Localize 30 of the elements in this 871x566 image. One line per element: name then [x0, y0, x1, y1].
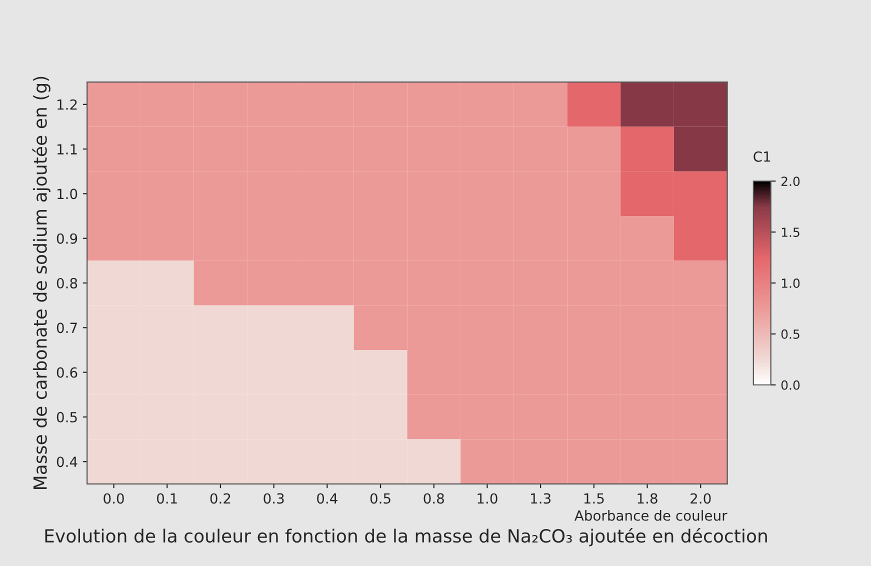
x-tick-label: 1.5	[584, 493, 604, 504]
y-tick-label: 0.4	[56, 456, 78, 468]
color-bar-label: 1.0	[782, 278, 800, 288]
x-tick-label: 0.2	[210, 493, 230, 504]
x-tick-label: 0.3	[264, 493, 284, 504]
x-tick-label: 0.5	[370, 493, 390, 504]
color-bar-label: 2.0	[781, 176, 800, 186]
x-tick-label: 0.0	[104, 493, 124, 504]
y-tick-label: 0.9	[56, 233, 78, 244]
x-tick-label: 0.1	[156, 493, 177, 504]
y-tick-label: 1.2	[58, 99, 77, 110]
y-tick-label: 1.1	[58, 144, 77, 154]
color-bar-label: 0.0	[781, 380, 800, 390]
x-tick-label: 0.8	[424, 493, 444, 504]
y-tick-label: 1.0	[58, 188, 78, 200]
x-tick-label: 2.0	[690, 493, 711, 504]
text: Evolution de la couleur en fonction de la masse de Na₂CO₃ ajoutée en décoction	[45, 528, 767, 546]
color-bar-label: 0.5	[781, 329, 800, 339]
x-tick-label: 1.0	[478, 493, 498, 504]
y-tick-label: 0.7	[56, 322, 77, 334]
color-bar-title: C1	[754, 151, 770, 162]
y-tick-label: 0.8	[56, 278, 78, 288]
x-tick-label: 0.4	[317, 493, 338, 504]
x-tick-label: 1.8	[638, 493, 658, 504]
x-tick-label: 1.3	[531, 493, 550, 504]
y-axis-title: Masse de carbonate de sodium ajoutée en (g)	[32, 76, 50, 489]
color-bar-label: 1.5	[782, 228, 800, 237]
y-tick-label: 0.6	[56, 367, 78, 378]
y-tick-label: 0.5	[56, 412, 77, 422]
x-axis-title: Aborbance de couleur	[574, 510, 728, 521]
